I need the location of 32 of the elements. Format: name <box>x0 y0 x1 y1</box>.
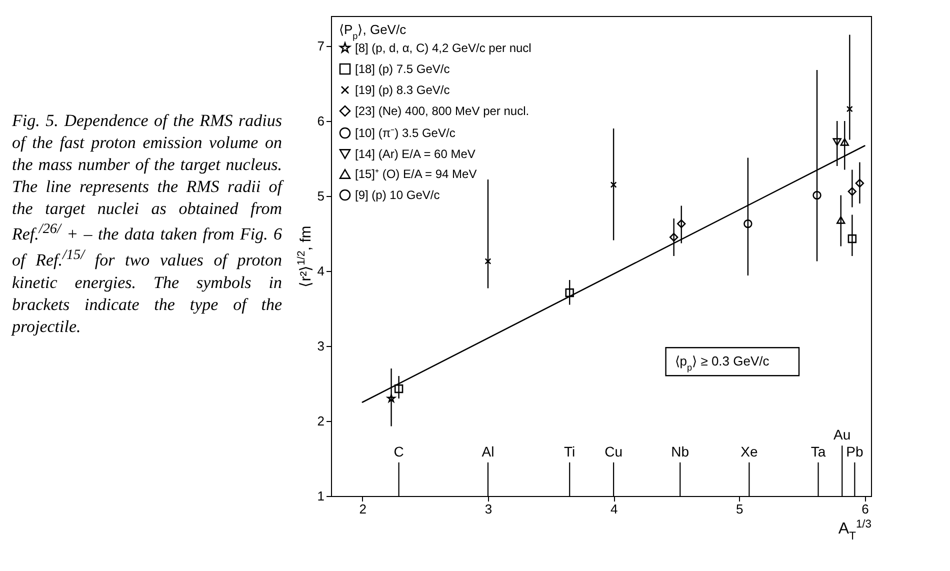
x-tick-label: 4 <box>610 502 618 516</box>
ref-line-label: Nb <box>671 443 690 460</box>
x-tick-label: 3 <box>484 502 492 516</box>
ref-line-label: Cu <box>604 443 623 460</box>
x-tick-label: 2 <box>359 502 367 516</box>
ref-line-label: Au <box>834 426 851 443</box>
legend-label: [9] (p) 10 GeV/c <box>355 188 440 202</box>
ref-line-label: Pb <box>846 443 864 460</box>
legend-label: [18] (p) 7.5 GeV/c <box>355 62 450 76</box>
ref-line-label: Ti <box>564 443 576 460</box>
y-tick-label: 1 <box>317 488 324 504</box>
legend-label: [15]⁺ (O) E/A = 94 MeV <box>355 167 477 181</box>
y-tick-label: 3 <box>317 338 324 354</box>
ref-line-label: Al <box>482 443 494 460</box>
y-tick-label: 2 <box>317 414 324 428</box>
legend-title: ⟨P$_{p}$⟩, GeV/c <box>339 22 407 41</box>
ref-line-label: C <box>394 443 404 460</box>
legend-label: [10] (π⁻) 3.5 GeV/c <box>355 126 456 140</box>
y-tick-label: 6 <box>317 114 324 128</box>
text: Fig. 5. Dependence of the RMS radius of the fast proton emission volume on the mass number of the target nucleus. The line represents the RMS radii of the target nuclei as obtained from Ref.$^{/26/}$ + – the data taken from Fig. 6 of Ref.$^{/15/}$ for two values of proton kinetic energies. The symbols in brackets indicate the type of the projectile. <box>12 111 282 336</box>
x-tick-label: 6 <box>862 502 869 516</box>
x-tick-label: 5 <box>736 502 744 516</box>
legend-label: [23] (Ne) 400, 800 MeV per nucl. <box>355 104 530 118</box>
annotation: ⟨p$_{p}$⟩ ≥ 0.3 GeV/c <box>674 354 770 373</box>
ref-line-label: Ta <box>810 443 826 460</box>
legend-label: [8] (p, d, α, C) 4,2 GeV/c per nucl <box>355 41 532 55</box>
y-tick-label: 7 <box>317 38 324 54</box>
legend-label: [14] (Ar) E/A = 60 MeV <box>355 147 476 161</box>
y-tick-label: 5 <box>317 188 324 204</box>
y-tick-label: 4 <box>317 264 324 278</box>
legend-label: [19] (p) 8.3 GeV/c <box>355 83 450 97</box>
ref-line-label: Xe <box>740 443 758 460</box>
